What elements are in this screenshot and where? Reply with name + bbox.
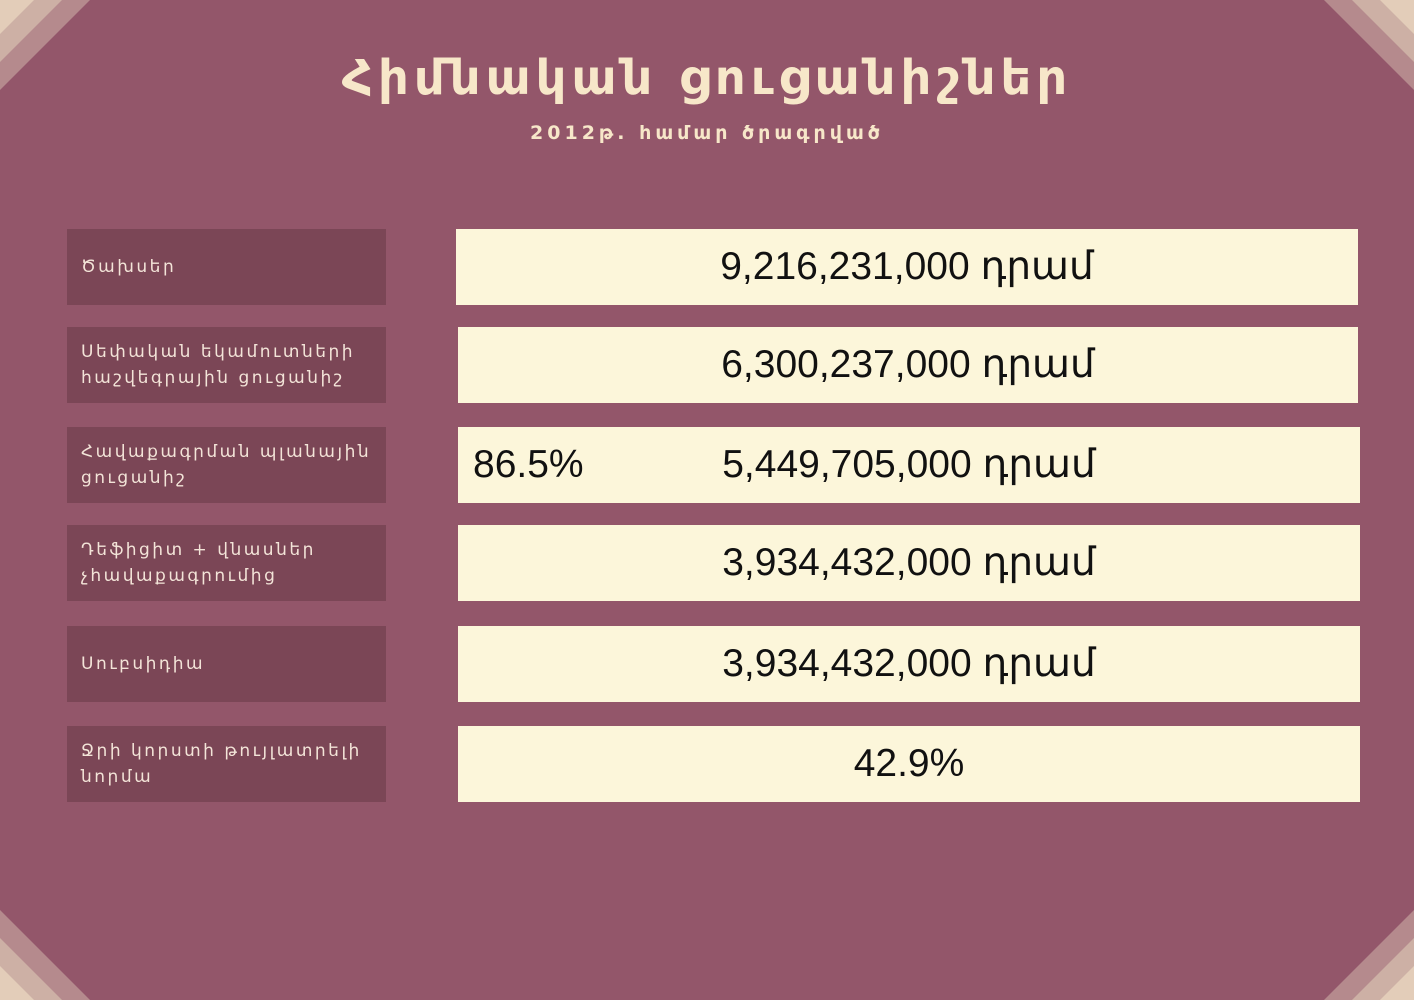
- indicator-value-box: 9,216,231,000 դրամ: [456, 229, 1358, 305]
- indicator-row-expenses: Ծախսեր 9,216,231,000 դրամ: [0, 229, 1414, 305]
- indicator-label-box: Սուբսիդիա: [67, 626, 386, 702]
- indicator-label-box: Հավաքագրման պլանային ցուցանիշ: [67, 427, 386, 503]
- indicator-label: Սեփական եկամուտների հաշվեգրային ցուցանիշ: [81, 342, 356, 388]
- indicator-value-box: 3,934,432,000 դրամ: [458, 525, 1360, 601]
- indicator-label: Դեֆիցիտ + վնասներ չհավաքագրումից: [81, 540, 316, 586]
- indicator-row-collection-plan: Հավաքագրման պլանային ցուցանիշ 86.5% 5,44…: [0, 427, 1414, 503]
- indicator-label: Ծախսեր: [81, 257, 177, 277]
- page-subtitle: 2012թ. համար ծրագրված: [530, 122, 884, 144]
- indicator-label: Սուբսիդիա: [81, 654, 206, 674]
- indicator-row-own-revenue: Սեփական եկամուտների հաշվեգրային ցուցանիշ…: [0, 327, 1414, 403]
- indicator-label: Հավաքագրման պլանային ցուցանիշ: [81, 442, 372, 488]
- indicator-label-box: Դեֆիցիտ + վնասներ չհավաքագրումից: [67, 525, 386, 601]
- indicator-value-box: 6,300,237,000 դրամ: [458, 327, 1358, 403]
- corner-decoration-top-left: [0, 0, 90, 90]
- indicator-value: 5,449,705,000 դրամ: [722, 443, 1096, 486]
- corner-decoration-top-right: [1324, 0, 1414, 90]
- indicator-percent: 86.5%: [473, 443, 584, 486]
- corner-decoration-bottom-left: [0, 910, 90, 1000]
- indicator-label-box: Ծախսեր: [67, 229, 386, 305]
- indicator-label-box: Ջրի կորստի թույլատրելի նորմա: [67, 726, 386, 802]
- indicator-row-water-loss: Ջրի կորստի թույլատրելի նորմա 42.9%: [0, 726, 1414, 802]
- indicator-label: Ջրի կորստի թույլատրելի նորմա: [81, 741, 362, 787]
- indicator-value: 3,934,432,000 դրամ: [722, 541, 1096, 584]
- indicator-row-subsidy: Սուբսիդիա 3,934,432,000 դրամ: [0, 626, 1414, 702]
- indicator-value: 9,216,231,000 դրամ: [720, 245, 1094, 288]
- corner-decoration-bottom-right: [1324, 910, 1414, 1000]
- indicator-value-box: 86.5% 5,449,705,000 դրամ: [458, 427, 1360, 503]
- indicator-label-box: Սեփական եկամուտների հաշվեգրային ցուցանիշ: [67, 327, 386, 403]
- page-title: Հիմնական ցուցանիշներ: [341, 50, 1073, 106]
- indicator-value-box: 42.9%: [458, 726, 1360, 802]
- indicator-value: 42.9%: [853, 742, 965, 785]
- indicator-row-deficit: Դեֆիցիտ + վնասներ չհավաքագրումից 3,934,4…: [0, 525, 1414, 601]
- indicator-value: 6,300,237,000 դրամ: [721, 343, 1095, 386]
- indicator-value-box: 3,934,432,000 դրամ: [458, 626, 1360, 702]
- indicator-value: 3,934,432,000 դրամ: [722, 642, 1096, 685]
